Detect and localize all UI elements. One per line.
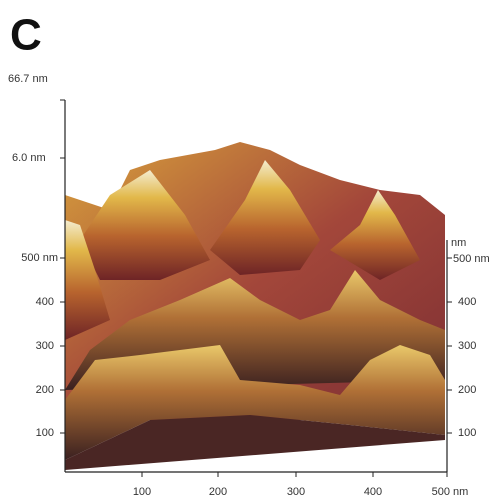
z-top-label: 66.7 nm (8, 73, 48, 85)
afm-figure: C 66.7 nm 6.0 nm 500 nm 400 300 200 100 … (0, 0, 502, 503)
bottom-ticks: 100 200 300 400 500 nm (133, 472, 469, 498)
tick-label: 400 (364, 486, 382, 498)
right-ticks: nm 500 nm 400 300 200 100 (447, 237, 490, 439)
tick-label: 200 (458, 384, 476, 396)
tick-label: 300 (36, 340, 54, 352)
tick-label: 400 (36, 296, 54, 308)
tick-label: 200 (36, 384, 54, 396)
tick-label: 400 (458, 296, 476, 308)
tick-label: 300 (458, 340, 476, 352)
left-ticks: 500 nm 400 300 200 100 (21, 252, 65, 439)
tick-label: 100 (458, 427, 476, 439)
tick-label: 500 nm (453, 253, 490, 265)
tick-label: 500 nm (21, 252, 58, 264)
tick-label: 100 (133, 486, 151, 498)
z-scale-label: 6.0 nm (12, 152, 46, 164)
tick-label: 500 nm (432, 486, 469, 498)
tick-label: 200 (209, 486, 227, 498)
tick-label: 300 (287, 486, 305, 498)
panel-label: C (10, 11, 42, 60)
axis-unit: nm (451, 237, 466, 249)
surface (65, 142, 445, 470)
tick-label: 100 (36, 427, 54, 439)
